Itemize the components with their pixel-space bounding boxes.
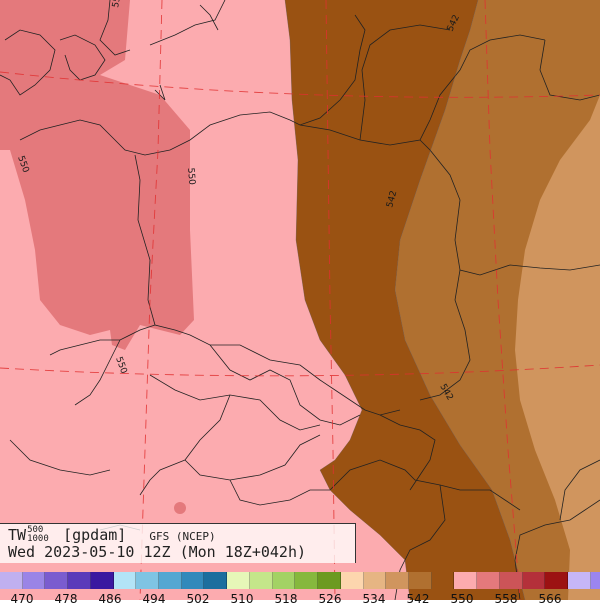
legend-swatch	[45, 572, 69, 589]
legend-swatch	[136, 572, 160, 589]
legend-ticks: 470 478 486 494 502 510 518 526 534 542 550 558 566	[0, 592, 600, 606]
contour-label: 550	[185, 167, 196, 185]
legend-tick-label: 510	[230, 592, 254, 606]
legend-swatch	[408, 572, 432, 589]
unit-label: [gpdam]	[63, 526, 127, 544]
level-bottom: 1000	[27, 534, 49, 544]
legend-tick-label: 534	[362, 592, 386, 606]
field-558-plus	[0, 0, 194, 350]
model-label: GFS (NCEP)	[149, 530, 216, 543]
legend-tick-label: 478	[54, 592, 78, 606]
legend-tick-label: 550	[450, 592, 474, 606]
legend-tick-label: 494	[142, 592, 166, 606]
legend-tick-label: 518	[274, 592, 298, 606]
color-legend: 470 478 486 494 502 510 518 526 534 542 550 558 566	[0, 572, 600, 606]
legend-swatch	[454, 572, 478, 589]
legend-bar	[0, 572, 600, 589]
legend-swatch	[68, 572, 91, 589]
map-info-box: TW 500 1000 [gpdam] GFS (NCEP) Wed 2023-05…	[0, 523, 356, 563]
legend-swatch	[590, 572, 600, 589]
legend-tick-label: 526	[318, 592, 342, 606]
legend-swatch	[249, 572, 273, 589]
contour-label: 550	[111, 0, 124, 9]
variable-line: TW 500 1000 [gpdam] GFS (NCEP)	[8, 525, 216, 544]
legend-swatch	[90, 572, 114, 589]
contours	[284, 0, 526, 600]
legend-swatch	[545, 572, 568, 589]
level-stack: 500 1000	[26, 525, 54, 544]
legend-swatch	[522, 572, 546, 589]
legend-tick-label: 502	[186, 592, 210, 606]
field-542-550	[285, 0, 600, 600]
legend-swatch	[567, 572, 591, 589]
legend-swatch	[363, 572, 387, 589]
legend-swatch	[181, 572, 205, 589]
field-spot	[174, 502, 186, 514]
variable-name: TW	[8, 526, 27, 544]
field-526-534	[515, 95, 600, 600]
legend-swatch	[22, 572, 46, 589]
legend-swatch	[113, 572, 137, 589]
legend-swatch	[295, 572, 319, 589]
legend-swatch	[0, 572, 23, 589]
legend-swatch	[204, 572, 228, 589]
legend-swatch	[272, 572, 296, 589]
valid-time: Wed 2023-05-10 12Z (Mon 18Z+042h)	[8, 543, 307, 561]
legend-swatch	[499, 572, 523, 589]
legend-swatch	[227, 572, 250, 589]
legend-tick-label: 566	[538, 592, 562, 606]
legend-tick-label: 558	[494, 592, 518, 606]
level-top: 500	[27, 525, 44, 535]
legend-swatch	[386, 572, 409, 589]
legend-swatch	[431, 572, 455, 589]
legend-swatch	[318, 572, 341, 589]
legend-tick-label: 542	[406, 592, 430, 606]
legend-tick-label: 470	[10, 592, 34, 606]
contour-label: 542	[385, 190, 399, 209]
legend-swatch	[159, 572, 182, 589]
legend-swatch	[340, 572, 364, 589]
legend-tick-label: 486	[98, 592, 122, 606]
legend-swatch	[477, 572, 500, 589]
